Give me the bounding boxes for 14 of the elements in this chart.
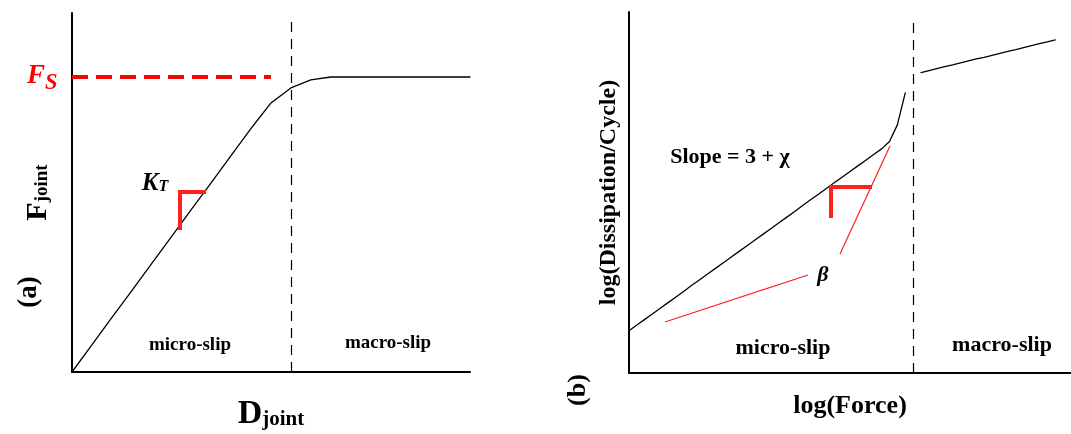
- text: (a): [12, 276, 42, 308]
- annotation: β: [816, 260, 830, 286]
- y-axis-title: log(Dissipation/Cycle): [594, 79, 620, 306]
- y-axis-title: Fjoint: [18, 163, 52, 221]
- annotation: KT: [140, 167, 170, 195]
- annotation: Slope = 3 + χ: [670, 142, 791, 168]
- annotation: micro-slip: [149, 332, 231, 354]
- x-axis-title: Djoint: [237, 392, 305, 430]
- ref-line-label: F$_{S}$: [27, 58, 58, 94]
- annotation: micro-slip: [735, 333, 831, 359]
- x-axis-title: log(Force): [793, 389, 907, 419]
- annotation: macro-slip: [344, 330, 432, 352]
- text: (b): [561, 374, 591, 406]
- annotation: macro-slip: [952, 330, 1052, 356]
